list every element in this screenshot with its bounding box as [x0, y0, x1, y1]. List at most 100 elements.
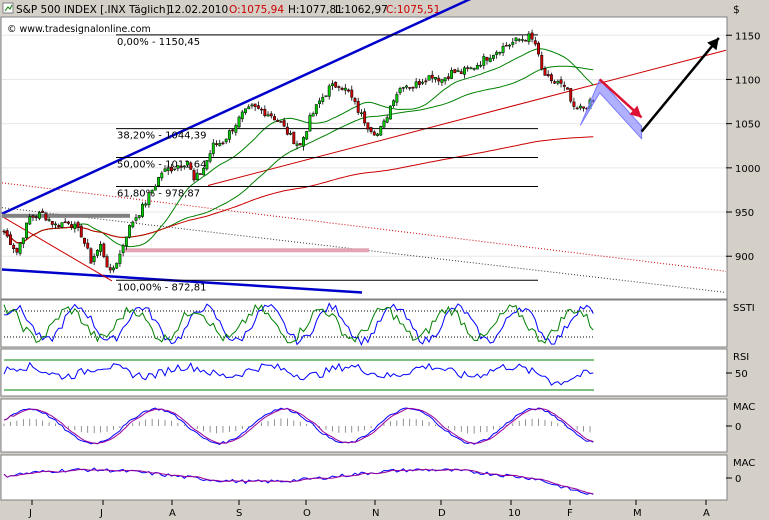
time-axis: J J A S O N D 10 F M A — [28, 500, 710, 519]
candle-body — [469, 67, 473, 70]
candle — [575, 106, 579, 110]
candle — [546, 70, 550, 78]
candle — [459, 68, 463, 75]
candle-body — [408, 87, 412, 89]
time-tick-label: J — [99, 508, 103, 519]
candle — [282, 117, 286, 128]
candle-body — [324, 95, 328, 97]
candle-body — [218, 143, 222, 146]
candle-body — [15, 247, 19, 253]
candle-body — [150, 189, 154, 194]
candle-body — [25, 222, 28, 239]
candle — [311, 111, 315, 117]
candle-body — [89, 248, 93, 264]
candle-body — [524, 39, 528, 42]
candle — [398, 86, 402, 96]
candle-body — [559, 79, 563, 84]
candle-body — [366, 122, 370, 130]
candle — [79, 224, 83, 238]
candle — [134, 214, 138, 224]
candle-body — [533, 40, 537, 45]
candle — [479, 60, 483, 68]
red-trendline — [207, 49, 727, 186]
candle-body — [453, 69, 457, 74]
candle-body — [224, 138, 228, 143]
candle-body — [327, 85, 331, 97]
candle-body — [527, 33, 531, 42]
candle-body — [292, 131, 296, 145]
candle — [276, 118, 280, 122]
candle-body — [34, 216, 38, 219]
candle — [527, 31, 531, 45]
candle — [324, 95, 328, 98]
price-axis: 900 950 1000 1050 1100 1150 — [726, 31, 760, 263]
candle — [472, 67, 476, 71]
candle-body — [240, 111, 244, 120]
candle — [401, 86, 405, 92]
candle-body — [147, 192, 151, 206]
candle-body — [314, 104, 318, 114]
time-tick-label: F — [567, 508, 573, 519]
candle-body — [392, 100, 396, 106]
candle-body — [8, 234, 12, 245]
arrowhead-black — [707, 37, 719, 51]
candle — [95, 249, 99, 259]
candle — [176, 165, 180, 172]
candle-body — [141, 203, 144, 217]
red-downtrend-line — [1, 216, 113, 282]
candle-body — [350, 89, 354, 98]
candle-body — [266, 114, 270, 117]
candle — [382, 118, 386, 129]
candle — [89, 247, 93, 264]
candle — [253, 103, 257, 111]
candle-body — [302, 137, 305, 147]
candle-body — [417, 81, 421, 85]
candle-body — [437, 77, 441, 82]
candle — [559, 76, 563, 88]
chart-icon-line — [4, 4, 13, 12]
candle-body — [198, 173, 202, 175]
candle — [537, 41, 540, 57]
candle — [578, 103, 582, 111]
candle — [314, 104, 318, 117]
price-tick-label: 1100 — [735, 75, 760, 86]
candle-body — [398, 88, 402, 94]
candle-body — [173, 168, 177, 171]
candle-body — [482, 56, 486, 66]
candle — [417, 78, 421, 89]
candle — [221, 140, 225, 146]
candle-body — [124, 236, 128, 247]
candle-body — [582, 106, 586, 109]
candle — [189, 161, 193, 170]
candle — [437, 75, 441, 86]
candle-body — [289, 133, 293, 135]
candle — [86, 238, 90, 250]
candle-body — [211, 142, 215, 154]
time-tick-label: S — [236, 508, 242, 519]
candle — [211, 139, 215, 157]
candle — [99, 241, 103, 256]
candle — [279, 120, 283, 123]
candle — [385, 114, 389, 124]
candle — [292, 131, 296, 145]
candle — [224, 138, 228, 145]
candle — [234, 123, 238, 136]
candle — [128, 224, 132, 239]
indicator-title-1: RSI — [733, 352, 749, 363]
candle — [450, 67, 454, 79]
candle — [443, 77, 447, 85]
candle-body — [508, 44, 511, 47]
indicator-tick-label-1: 50 — [735, 369, 748, 380]
candle-body — [385, 117, 389, 123]
candle — [369, 126, 373, 134]
candle — [530, 29, 534, 43]
price-tick-label: 1050 — [735, 120, 760, 131]
close-value: C:1075,51 — [386, 4, 440, 16]
candle-body — [562, 84, 566, 87]
candle — [289, 130, 293, 136]
candle — [137, 215, 141, 220]
candle — [488, 54, 492, 63]
candle — [553, 79, 557, 84]
candle — [37, 210, 41, 221]
candle-body — [501, 45, 505, 53]
